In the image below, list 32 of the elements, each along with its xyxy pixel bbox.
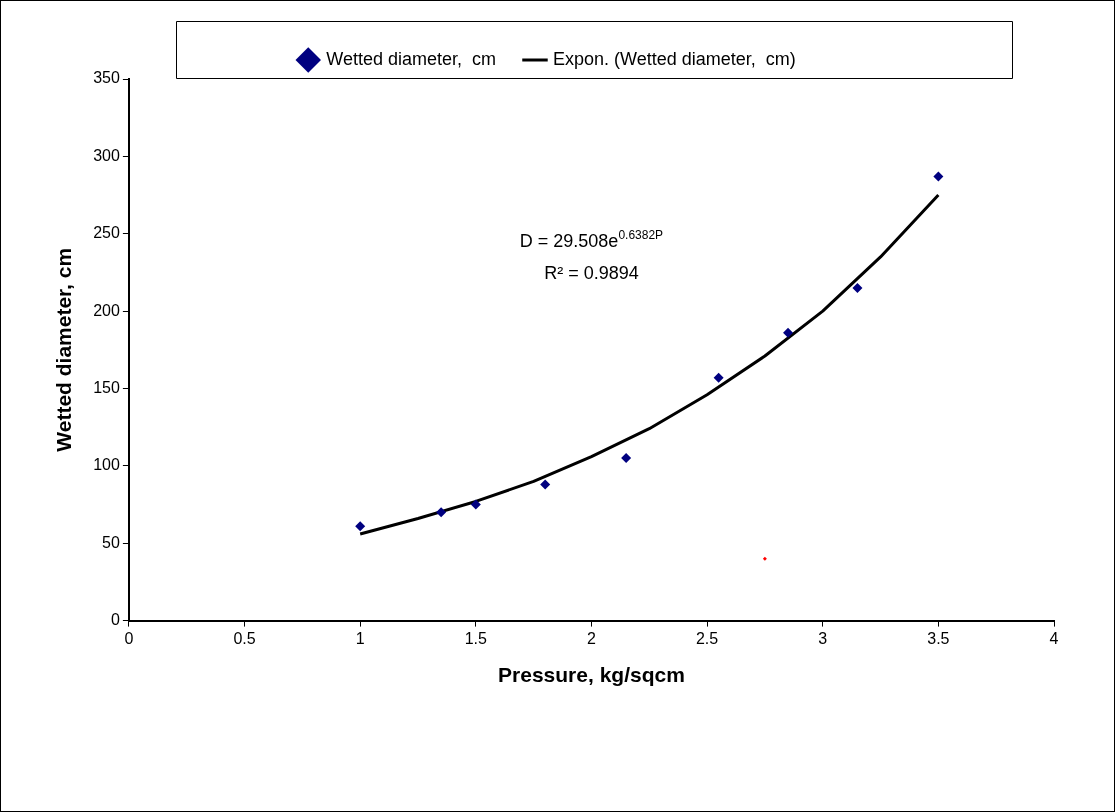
- annotation: R² = 0.9894: [544, 262, 639, 283]
- x-tick-label: 2.5: [695, 629, 719, 647]
- point: [762, 556, 767, 561]
- y-tick-label: 200: [93, 301, 120, 319]
- x-tick-label: 0: [124, 629, 134, 647]
- point: [355, 521, 366, 532]
- x-tick-label: 1: [355, 629, 365, 647]
- y-tick-label: 350: [93, 69, 120, 87]
- y-axis-title: Wetted diameter, cm: [52, 247, 76, 452]
- point: [540, 479, 551, 490]
- x-tick-label: 1.5: [464, 629, 488, 647]
- point: [852, 282, 863, 293]
- y-tick-label: 100: [93, 456, 120, 474]
- point: [621, 453, 632, 464]
- x-tick-label: 3: [818, 629, 828, 647]
- point: [470, 499, 481, 510]
- x-tick-label: 0.5: [233, 629, 256, 647]
- y-tick-label: 300: [93, 146, 120, 164]
- y-tick-label: 0: [110, 611, 120, 629]
- x-tick-label: 2: [586, 629, 596, 647]
- point: [783, 327, 794, 338]
- legend-label: Wetted diameter, cm: [326, 48, 496, 69]
- y-tick-label: 150: [93, 378, 120, 396]
- x-tick-label: 3.5: [927, 629, 950, 647]
- x-tick-label: 4: [1049, 629, 1059, 647]
- x-axis-title: Pressure, kg/sqcm: [498, 663, 685, 687]
- point: [933, 171, 944, 182]
- point: [713, 372, 724, 383]
- y-tick-label: 250: [93, 224, 120, 242]
- legend-label: Expon. (Wetted diameter, cm): [552, 48, 796, 69]
- y-tick-label: 50: [102, 533, 120, 551]
- point: [436, 507, 447, 518]
